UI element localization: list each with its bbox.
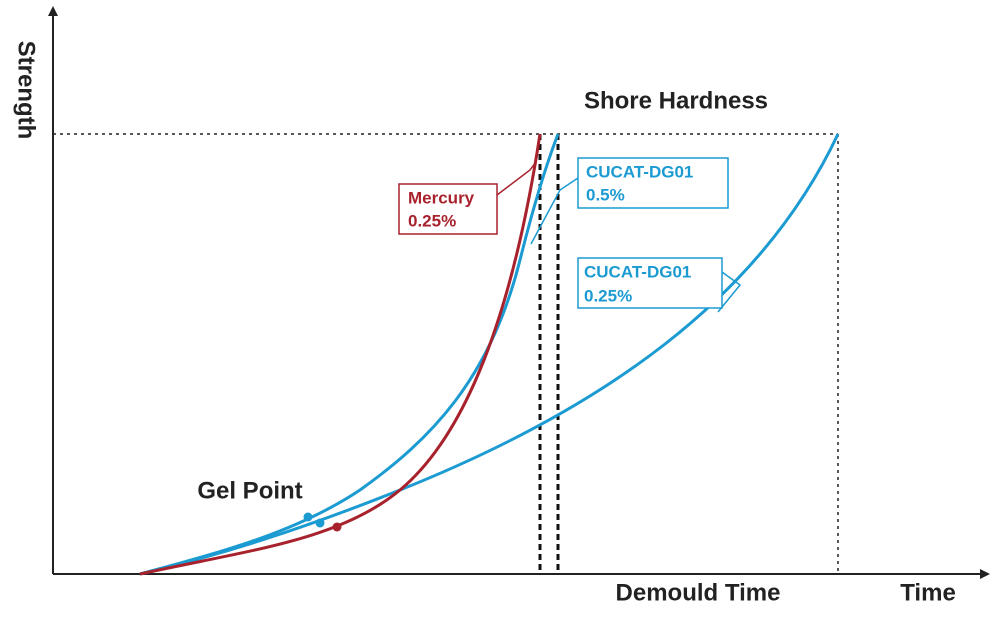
annotation: Demould Time — [616, 579, 781, 606]
curve-label: 0.25% — [584, 286, 632, 305]
curve-label: 0.5% — [586, 185, 625, 204]
label-box — [577, 157, 729, 209]
gel-dot — [332, 522, 342, 532]
gel-dot — [315, 518, 325, 528]
curve-label: CUCAT-DG01 — [584, 262, 691, 281]
gel-dot — [303, 512, 313, 522]
annotation: Shore Hardness — [584, 87, 768, 114]
y-axis-label: Strength — [13, 41, 40, 140]
leader — [530, 177, 579, 245]
x-axis-label: Time — [900, 579, 956, 606]
label-box — [398, 183, 498, 235]
curve-label: CUCAT-DG01 — [586, 162, 693, 181]
curve — [139, 133, 542, 576]
curve — [139, 133, 840, 576]
annotation: Gel Point — [197, 477, 302, 504]
label-box — [577, 257, 723, 309]
curve — [139, 133, 560, 576]
curve-label: Mercury — [408, 188, 475, 207]
curve-label: 0.25% — [408, 211, 456, 230]
leader — [717, 271, 742, 313]
leader — [496, 161, 537, 196]
